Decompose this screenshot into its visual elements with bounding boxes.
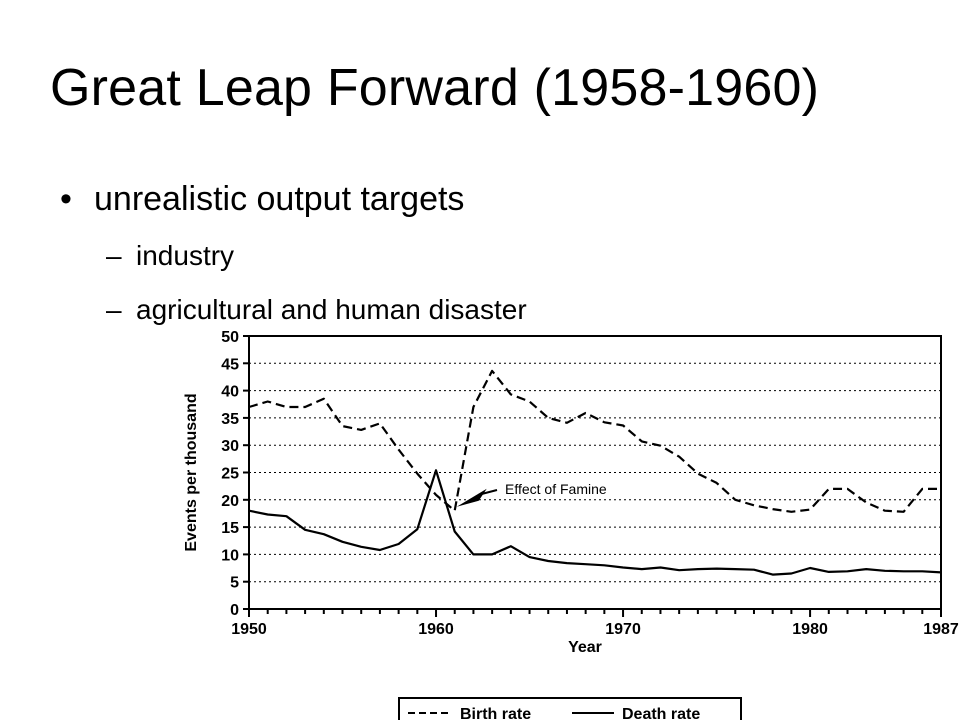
y-tick-label: 10 xyxy=(221,547,239,564)
x-tick-label: 1970 xyxy=(605,621,641,638)
legend-box xyxy=(398,697,742,720)
y-axis-label: Events per thousand xyxy=(183,393,200,551)
birth-rate-line xyxy=(248,369,941,513)
y-tick-label: 45 xyxy=(221,356,239,373)
sub-text-disaster: agricultural and human disaster xyxy=(136,294,527,325)
bullet-text: unrealistic output targets xyxy=(94,180,465,218)
sub-text-industry: industry xyxy=(136,240,235,271)
annotation-label: Effect of Famine xyxy=(505,481,607,497)
y-tick-label: 25 xyxy=(221,466,239,483)
famine-annotation: Effect of Famine xyxy=(456,481,607,507)
y-axis: 0 5 10 15 20 25 30 35 40 45 50 xyxy=(221,329,249,619)
sub-item-industry: – industry xyxy=(106,240,234,272)
slide-title: Great Leap Forward (1958-1960) xyxy=(50,59,820,117)
sub-dash-icon: – xyxy=(106,240,122,271)
grid-lines xyxy=(249,362,941,583)
y-tick-label: 40 xyxy=(221,384,239,401)
x-axis: 1950 1960 1970 1980 1987 xyxy=(231,609,959,638)
annotation-arrow-icon xyxy=(456,488,487,507)
series-layer xyxy=(248,369,942,576)
legend-label-birth-rate: Birth rate xyxy=(460,706,531,720)
x-tick-label: 1960 xyxy=(418,621,454,638)
x-tick-label: 1950 xyxy=(231,621,267,638)
x-tick-label: 1980 xyxy=(792,621,828,638)
sub-item-disaster: – agricultural and human disaster xyxy=(106,294,527,326)
sub-dash-icon: – xyxy=(106,294,122,325)
y-tick-label: 30 xyxy=(221,438,239,455)
x-tick-label: 1987 xyxy=(923,621,959,638)
y-tick-label: 0 xyxy=(230,602,239,619)
annotation-arrow-shaft xyxy=(478,489,498,496)
x-axis-label: Year xyxy=(568,639,602,656)
death-rate-line xyxy=(248,469,942,576)
y-tick-label: 20 xyxy=(221,493,239,510)
legend: Birth rate Death rate xyxy=(398,697,742,720)
y-tick-label: 50 xyxy=(221,329,239,346)
y-tick-label: 15 xyxy=(221,520,239,537)
y-tick-label: 5 xyxy=(230,575,239,592)
y-tick-label: 35 xyxy=(221,411,239,428)
legend-label-death-rate: Death rate xyxy=(622,706,700,720)
bullet-dot-icon: • xyxy=(60,180,72,218)
